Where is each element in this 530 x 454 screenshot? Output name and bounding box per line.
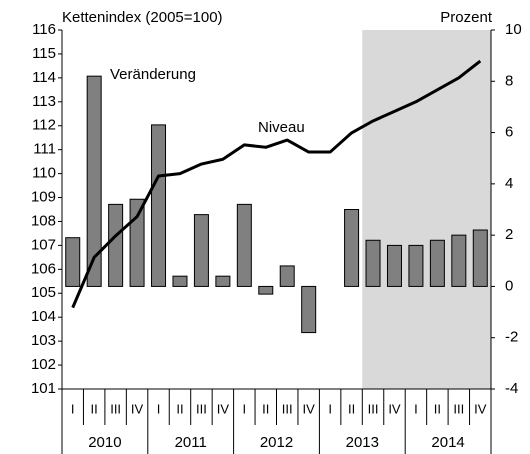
- y-tick-label: 107: [31, 236, 56, 253]
- bar: [86, 75, 102, 287]
- bar: [129, 198, 145, 287]
- x-tick-label: III: [110, 401, 121, 416]
- bar: [279, 265, 295, 287]
- bar: [236, 203, 252, 287]
- annotation: Niveau: [258, 119, 305, 136]
- bar: [429, 239, 445, 287]
- x-tick-label: II: [91, 401, 98, 416]
- line: [71, 59, 482, 309]
- bar: [386, 244, 402, 287]
- y2-tick-label: 0: [505, 277, 513, 294]
- bar: [108, 203, 124, 287]
- y2-tick-label: 2: [505, 226, 513, 243]
- y-tick-label: 108: [31, 212, 56, 229]
- bar: [365, 239, 381, 287]
- year-label: 2014: [431, 434, 464, 451]
- annotation: Veränderung: [110, 66, 196, 83]
- bar: [472, 229, 488, 287]
- y2-tick-label: 6: [505, 124, 513, 141]
- y2-tick-label: 8: [505, 72, 513, 89]
- y-tick-label: 103: [31, 332, 56, 349]
- y-tick-label: 111: [33, 141, 56, 158]
- bar: [301, 285, 317, 334]
- y-tick-label: 115: [32, 45, 56, 62]
- y2-tick-label: -2: [505, 329, 518, 346]
- x-tick-label: IV: [474, 401, 487, 416]
- bar: [172, 275, 188, 287]
- x-tick-label: IV: [388, 401, 401, 416]
- x-tick-label: IV: [217, 401, 230, 416]
- y2-tick-label: -4: [505, 380, 518, 397]
- bar: [344, 209, 360, 287]
- y-tick-label: 104: [31, 308, 56, 325]
- y-tick-label: 113: [32, 93, 56, 110]
- x-tick-label: I: [328, 401, 332, 416]
- y-axis-title: Kettenindex (2005=100): [62, 9, 223, 26]
- x-tick-label: II: [176, 401, 183, 416]
- x-tick-label: II: [348, 401, 355, 416]
- y-tick-label: 102: [31, 356, 56, 373]
- bar: [408, 244, 424, 287]
- bar: [193, 214, 209, 287]
- bar: [151, 124, 167, 287]
- y-tick-label: 109: [31, 189, 56, 206]
- y2-axis-title: Prozent: [440, 9, 493, 26]
- y-tick-label: 106: [31, 260, 56, 277]
- bar: [451, 234, 467, 287]
- x-tick-label: I: [71, 401, 75, 416]
- x-tick-label: III: [453, 401, 464, 416]
- y2-tick-label: 10: [505, 21, 522, 38]
- x-tick-label: II: [262, 401, 269, 416]
- year-label: 2010: [88, 434, 121, 451]
- y-tick-label: 116: [32, 21, 56, 38]
- y-tick-label: 114: [32, 69, 56, 86]
- x-tick-label: IV: [303, 401, 316, 416]
- forecast-shade: [362, 30, 491, 389]
- bar: [215, 275, 231, 287]
- bar: [65, 237, 81, 287]
- y-tick-label: 112: [32, 117, 56, 134]
- y-tick-label: 105: [31, 284, 56, 301]
- x-tick-label: I: [414, 401, 418, 416]
- year-label: 2012: [260, 434, 293, 451]
- x-tick-label: I: [157, 401, 161, 416]
- y-tick-label: 101: [31, 380, 56, 397]
- x-tick-label: II: [434, 401, 441, 416]
- x-tick-label: I: [243, 401, 247, 416]
- year-label: 2013: [346, 434, 379, 451]
- y-tick-label: 110: [32, 165, 56, 182]
- y2-tick-label: 4: [505, 175, 513, 192]
- x-tick-label: IV: [131, 401, 144, 416]
- year-label: 2011: [175, 434, 207, 451]
- x-tick-label: III: [368, 401, 379, 416]
- x-tick-label: III: [196, 401, 207, 416]
- x-tick-label: III: [282, 401, 293, 416]
- bar: [258, 285, 274, 295]
